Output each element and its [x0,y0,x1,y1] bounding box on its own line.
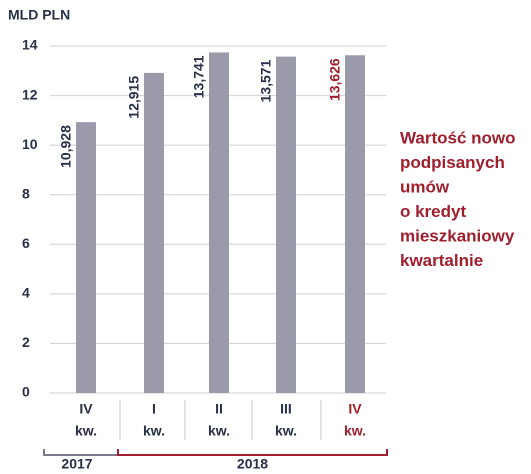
x-tick-label: kw. [275,423,297,439]
annotation: umów [400,177,450,196]
group-bracket [43,449,119,456]
x-tick-label: III [280,401,292,417]
y-tick-label: 6 [22,235,30,251]
annotation: mieszkaniowy [400,226,515,245]
value-label: 13,571 [258,59,274,102]
annotation: o kredyt [400,202,466,221]
y-tick-label: 2 [22,334,30,350]
x-tick-label: IV [348,401,362,417]
bar [276,56,296,394]
value-label: 10,928 [58,125,74,168]
x-tick-label: kw. [143,423,165,439]
bar [144,72,164,393]
y-tick-label: 10 [22,136,38,152]
annotation: kwartalnie [400,251,483,270]
bar [209,52,229,394]
annotation: Wartość nowo [400,128,516,147]
bar [345,55,365,393]
group-label: 2018 [237,456,268,472]
x-tick-label: I [152,401,156,417]
value-label: 13,741 [191,55,207,98]
y-tick-label: 4 [22,285,30,301]
bar [76,122,96,393]
x-tick-label: kw. [208,423,230,439]
y-tick-label: 12 [22,86,38,102]
group-label: 2017 [61,456,92,472]
value-label: 13,626 [327,58,343,101]
group-bracket [117,449,388,456]
y-tick-label: 14 [22,37,38,53]
y-axis-label: MLD PLN [8,7,70,23]
value-label: 12,915 [126,76,142,119]
annotation: podpisanych [400,153,505,172]
x-tick-label: kw. [75,423,97,439]
x-tick-label: kw. [344,423,366,439]
y-tick-label: 0 [22,384,30,400]
x-tick-label: II [215,401,223,417]
y-tick-label: 8 [22,185,30,201]
x-tick-label: IV [79,401,93,417]
